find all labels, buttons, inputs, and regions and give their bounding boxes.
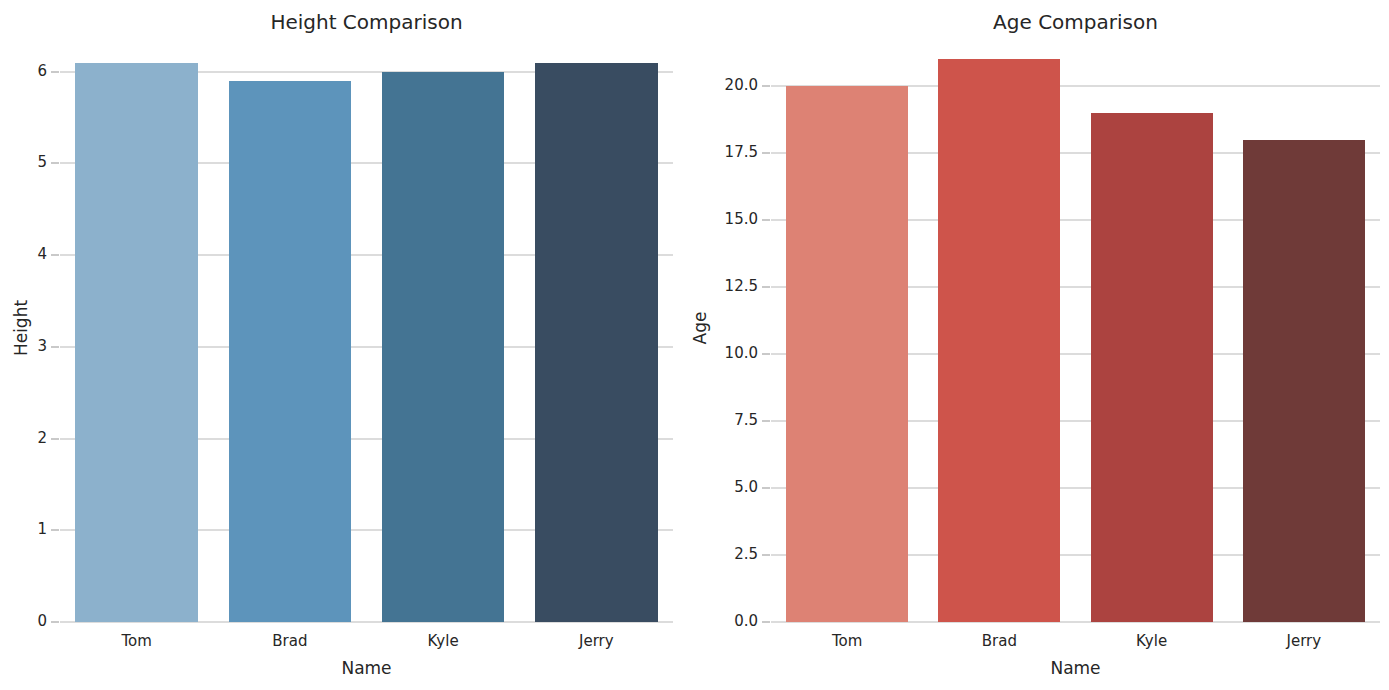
chart-title: Height Comparison [60, 10, 673, 34]
y-tick-label: 7.5 [700, 411, 758, 429]
plot-area [60, 35, 673, 622]
y-tick-mark [762, 621, 770, 623]
bar-jerry [535, 63, 658, 622]
y-tick-label: 4 [0, 245, 47, 263]
y-tick-label: 2.5 [700, 545, 758, 563]
x-tick-label-tom: Tom [787, 632, 907, 650]
figure: Height Comparison Height 0123456 TomBrad… [0, 0, 1389, 690]
y-tick-mark [762, 353, 770, 355]
y-tick-label: 5.0 [700, 478, 758, 496]
bar-tom [786, 86, 908, 622]
y-tick-label: 2 [0, 429, 47, 447]
x-tick-label-jerry: Jerry [1244, 632, 1364, 650]
bar-kyle [382, 72, 505, 622]
bar-tom [75, 63, 198, 622]
y-tick-mark [762, 219, 770, 221]
y-tick-label: 17.5 [700, 143, 758, 161]
x-tick-label-kyle: Kyle [1092, 632, 1212, 650]
x-tick-label-jerry: Jerry [536, 632, 656, 650]
y-tick-mark [51, 621, 59, 623]
y-tick-mark [51, 346, 59, 348]
bar-brad [229, 81, 352, 622]
x-axis-label: Name [60, 658, 673, 678]
y-tick-label: 1 [0, 520, 47, 538]
y-tick-label: 15.0 [700, 210, 758, 228]
y-axis-label: Age [690, 312, 710, 345]
y-tick-mark [51, 438, 59, 440]
y-tick-mark [762, 85, 770, 87]
y-tick-mark [51, 529, 59, 531]
x-axis-label: Name [771, 658, 1380, 678]
y-tick-label: 12.5 [700, 277, 758, 295]
y-tick-mark [762, 554, 770, 556]
y-tick-label: 3 [0, 337, 47, 355]
y-tick-label: 10.0 [700, 344, 758, 362]
y-tick-label: 5 [0, 153, 47, 171]
y-tick-label: 0 [0, 612, 47, 630]
y-tick-mark [51, 71, 59, 73]
y-tick-label: 0.0 [700, 612, 758, 630]
bar-brad [938, 59, 1060, 622]
bar-kyle [1091, 113, 1213, 622]
chart-title: Age Comparison [771, 10, 1380, 34]
bar-jerry [1243, 140, 1365, 622]
x-tick-label-kyle: Kyle [383, 632, 503, 650]
x-tick-label-tom: Tom [77, 632, 197, 650]
y-tick-mark [51, 254, 59, 256]
y-tick-mark [762, 286, 770, 288]
y-tick-label: 20.0 [700, 76, 758, 94]
x-tick-label-brad: Brad [230, 632, 350, 650]
y-tick-label: 6 [0, 62, 47, 80]
plot-area [771, 35, 1380, 622]
y-tick-mark [762, 487, 770, 489]
y-tick-mark [762, 152, 770, 154]
y-tick-mark [51, 162, 59, 164]
y-tick-mark [762, 420, 770, 422]
x-tick-label-brad: Brad [939, 632, 1059, 650]
